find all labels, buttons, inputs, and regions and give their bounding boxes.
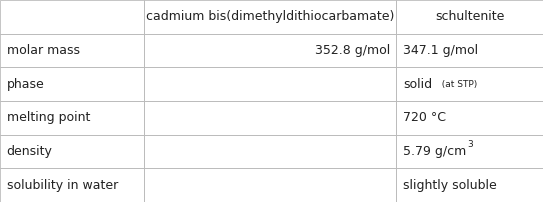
Bar	[396, 168, 543, 202]
Bar	[144, 34, 396, 67]
Text: solubility in water: solubility in water	[7, 179, 118, 192]
Bar	[0, 101, 144, 135]
Text: solid: solid	[403, 78, 432, 91]
Text: (at STP): (at STP)	[437, 80, 478, 89]
Bar	[396, 34, 543, 67]
Text: molar mass: molar mass	[7, 44, 79, 57]
Bar	[144, 67, 396, 101]
Text: phase: phase	[7, 78, 45, 91]
Bar	[144, 168, 396, 202]
Bar	[396, 101, 543, 135]
Bar	[144, 101, 396, 135]
Text: 5.79 g/cm: 5.79 g/cm	[403, 145, 466, 158]
Text: melting point: melting point	[7, 111, 90, 124]
Bar	[144, 0, 396, 34]
Bar	[0, 34, 144, 67]
Bar	[0, 135, 144, 168]
Bar	[396, 135, 543, 168]
Bar	[396, 67, 543, 101]
Text: schultenite: schultenite	[435, 10, 504, 23]
Text: cadmium bis(dimethyldithiocarbamate): cadmium bis(dimethyldithiocarbamate)	[146, 10, 394, 23]
Text: slightly soluble: slightly soluble	[403, 179, 497, 192]
Text: 352.8 g/mol: 352.8 g/mol	[314, 44, 390, 57]
Bar	[0, 168, 144, 202]
Text: 347.1 g/mol: 347.1 g/mol	[403, 44, 478, 57]
Text: density: density	[7, 145, 52, 158]
Bar	[0, 0, 144, 34]
Bar	[0, 67, 144, 101]
Bar	[144, 135, 396, 168]
Text: 3: 3	[467, 140, 473, 149]
Text: 720 °C: 720 °C	[403, 111, 446, 124]
Bar	[396, 0, 543, 34]
